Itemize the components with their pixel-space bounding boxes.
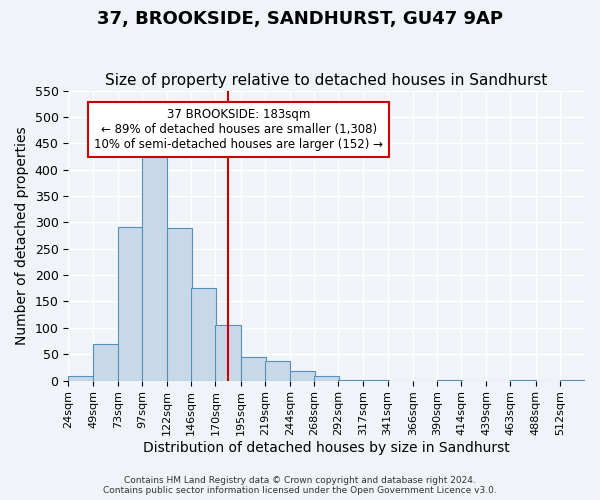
Bar: [94, 344, 119, 380]
Bar: [118, 227, 143, 380]
Text: Contains HM Land Registry data © Crown copyright and database right 2024.
Contai: Contains HM Land Registry data © Crown c…: [103, 476, 497, 495]
Bar: [68, 376, 94, 380]
Bar: [265, 360, 290, 380]
Text: 37, BROOKSIDE, SANDHURST, GU47 9AP: 37, BROOKSIDE, SANDHURST, GU47 9AP: [97, 10, 503, 28]
Title: Size of property relative to detached houses in Sandhurst: Size of property relative to detached ho…: [106, 73, 548, 88]
Bar: [241, 358, 266, 380]
Y-axis label: Number of detached properties: Number of detached properties: [15, 126, 29, 345]
X-axis label: Distribution of detached houses by size in Sandhurst: Distribution of detached houses by size …: [143, 441, 510, 455]
Bar: [191, 288, 217, 380]
Bar: [167, 228, 192, 380]
Bar: [215, 324, 241, 380]
Bar: [290, 371, 315, 380]
Text: 37 BROOKSIDE: 183sqm
← 89% of detached houses are smaller (1,308)
10% of semi-de: 37 BROOKSIDE: 183sqm ← 89% of detached h…: [94, 108, 383, 151]
Bar: [142, 156, 167, 380]
Bar: [314, 376, 339, 380]
